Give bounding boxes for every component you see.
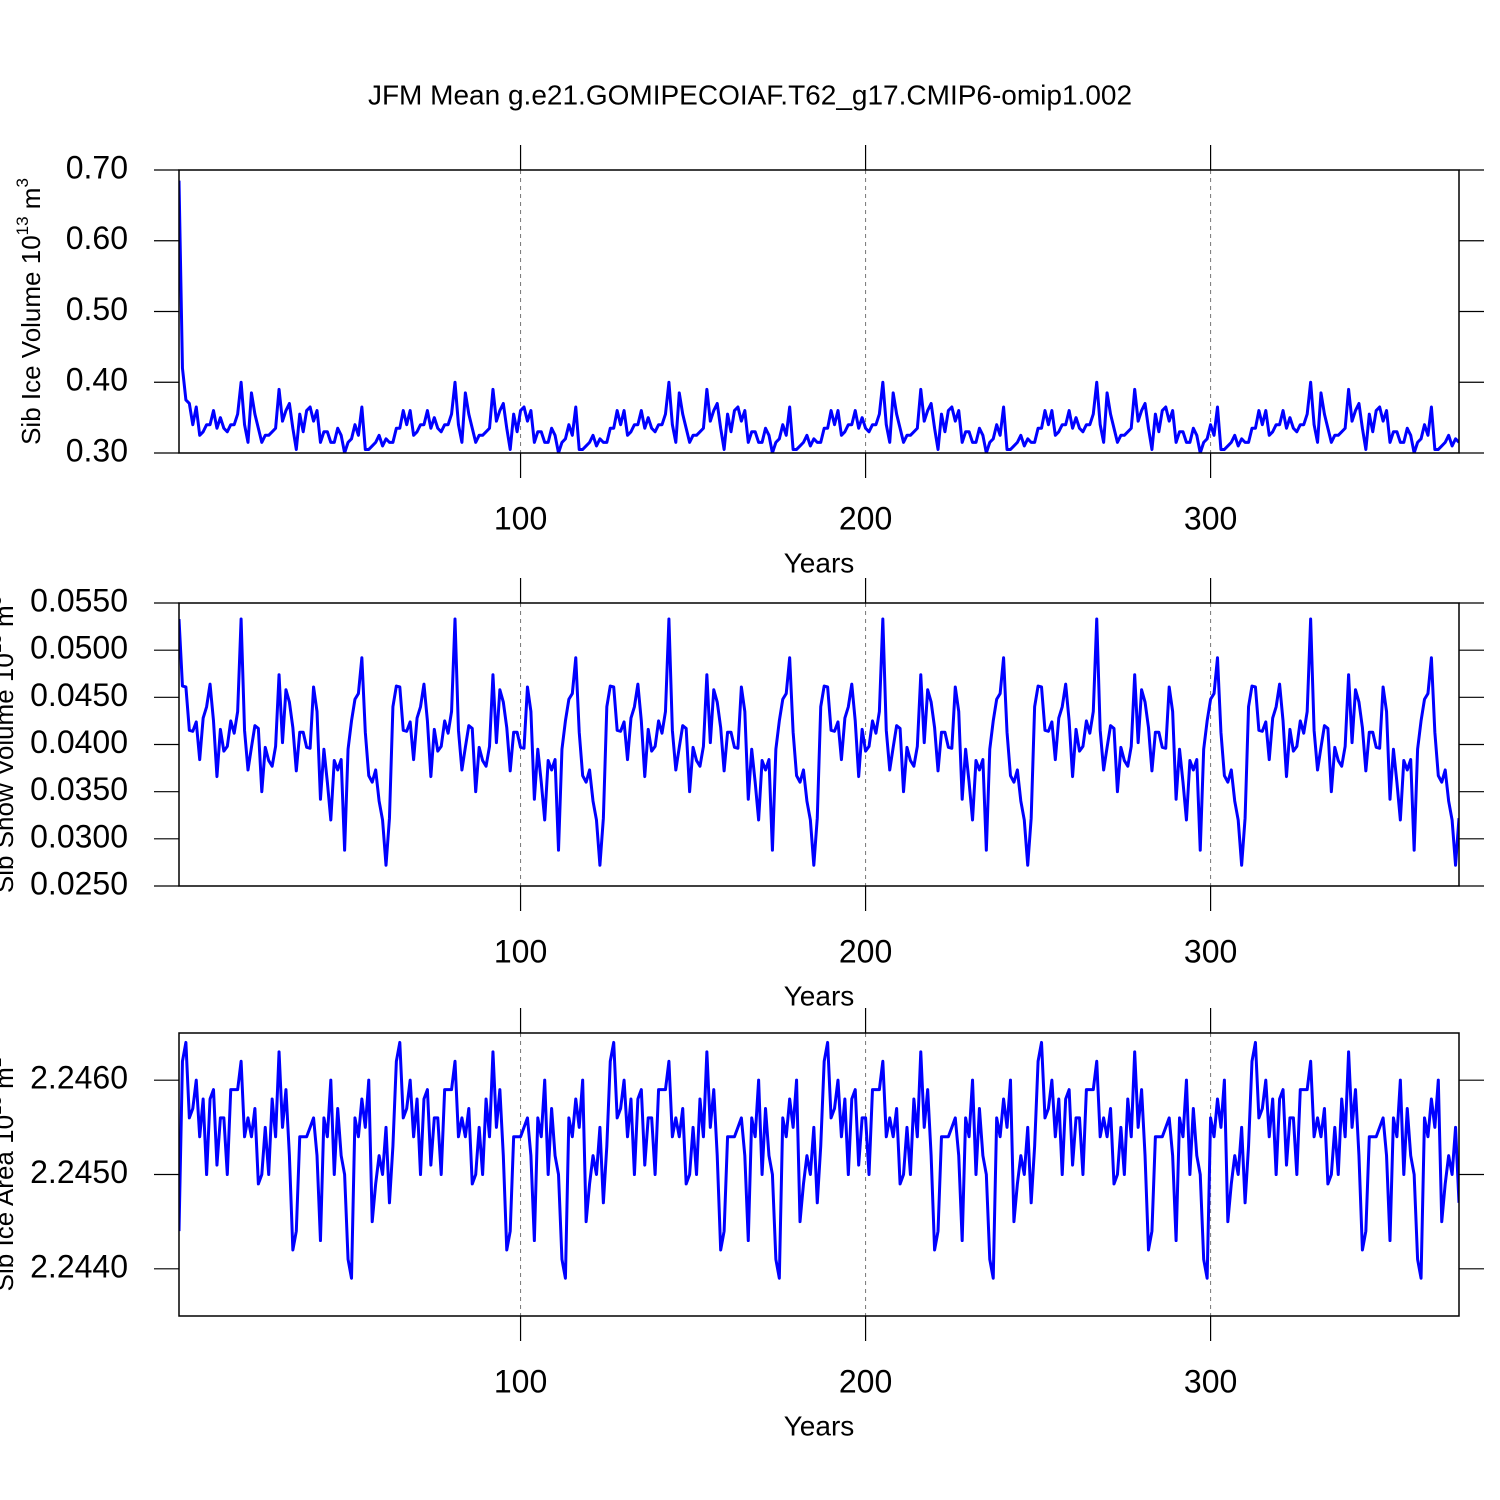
y-axis-label-part: m: [0, 1067, 19, 1096]
x-tick-label: 100: [494, 1363, 547, 1399]
x-axis-label: Years: [784, 980, 855, 1011]
y-tick-label: 0.50: [66, 291, 128, 327]
x-axis-label: Years: [784, 1410, 855, 1441]
y-axis-label-part: m: [0, 605, 19, 634]
plot-frame: [178, 169, 1460, 454]
y-tick-label: 0.0400: [30, 724, 128, 760]
y-tick-label: 0.0250: [30, 865, 128, 901]
y-axis-label-part: Sib Ice Area 10: [0, 1115, 19, 1291]
y-tick-label: 0.0550: [30, 582, 128, 618]
x-tick-label: 300: [1184, 500, 1237, 536]
y-axis-label-part: 2: [0, 1058, 5, 1067]
data-line: [179, 180, 1459, 453]
x-tick-label: 200: [839, 500, 892, 536]
y-tick-label: 0.70: [66, 149, 128, 185]
y-tick-label: 2.2460: [30, 1060, 128, 1096]
y-axis-label-part: Sib Snow Volume 10: [0, 653, 19, 893]
plot-area: [179, 617, 1459, 867]
plot-area: [179, 1040, 1459, 1280]
y-axis-label-part: 3: [0, 596, 5, 605]
y-tick-label: 0.0350: [30, 771, 128, 807]
x-axis-label: Years: [784, 547, 855, 578]
y-tick-label: 2.2440: [30, 1248, 128, 1284]
x-tick-label: 200: [839, 1363, 892, 1399]
y-tick-label: 0.60: [66, 220, 128, 256]
y-axis-label-part: m: [16, 188, 46, 217]
x-tick-label: 100: [494, 933, 547, 969]
plot-frame: [178, 1032, 1460, 1317]
y-axis-label-part: 3: [13, 178, 32, 187]
data-line: [179, 1040, 1459, 1280]
x-tick-label: 300: [1184, 933, 1237, 969]
y-tick-label: 0.40: [66, 362, 128, 398]
y-axis-label-part: 13: [13, 216, 32, 235]
y-tick-label: 2.2450: [30, 1154, 128, 1190]
y-tick-label: 0.0500: [30, 630, 128, 666]
x-tick-label: 200: [839, 933, 892, 969]
y-tick-label: 0.30: [66, 432, 128, 468]
plot-frame: [178, 602, 1460, 887]
y-tick-label: 0.0450: [30, 677, 128, 713]
y-axis-label-part: 13: [0, 634, 5, 653]
x-tick-label: 100: [494, 500, 547, 536]
y-axis-label: Sib Ice Area 1013 m2: [0, 1058, 19, 1292]
y-axis-label: Sib Snow Volume 1013 m3: [0, 596, 19, 893]
y-tick-label: 0.0300: [30, 818, 128, 854]
data-line: [179, 617, 1459, 867]
y-axis-label-part: Sib Ice Volume 10: [16, 235, 46, 445]
x-tick-label: 300: [1184, 1363, 1237, 1399]
plot-area: [179, 180, 1459, 453]
y-axis-label: Sib Ice Volume 1013 m3: [13, 178, 46, 445]
figure-title: JFM Mean g.e21.GOMIPECOIAF.T62_g17.CMIP6…: [368, 79, 1132, 110]
y-axis-label-part: 13: [0, 1096, 5, 1115]
